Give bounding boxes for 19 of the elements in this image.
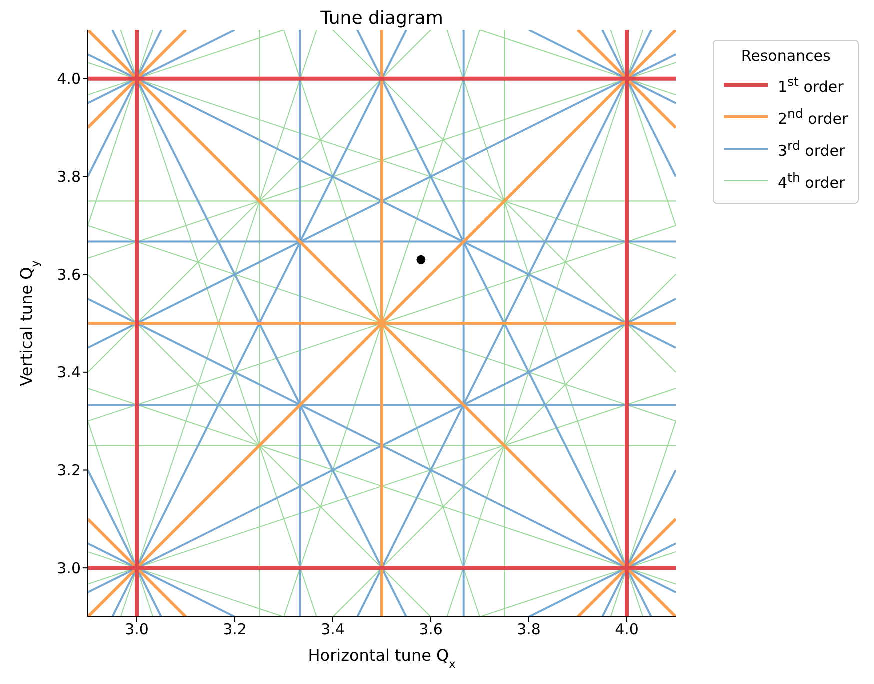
x-tick-label: 3.2 (223, 620, 247, 639)
x-tick-label: 3.4 (321, 620, 345, 639)
legend-label: 2$^{nd}$ order (778, 106, 848, 128)
x-tick-label: 3.0 (125, 620, 149, 639)
y-tick-label: 4.0 (57, 70, 81, 88)
x-tick-label: 3.8 (517, 620, 541, 639)
legend-label: 3$^{rd}$ order (778, 138, 846, 160)
y-tick-label: 3.6 (57, 266, 81, 284)
x-axis-title: Horizontal tune Q$_{x}$ (308, 646, 456, 670)
x-tick-label: 4.0 (615, 620, 639, 639)
y-tick-label: 3.8 (57, 168, 81, 186)
y-tick-label: 3.2 (57, 462, 81, 480)
y-tick-label: 3.4 (57, 364, 81, 382)
chart-title: Tune diagram (320, 8, 444, 29)
legend-label: 4$^{th}$ order (778, 170, 846, 192)
legend-label: 1$^{st}$ order (778, 74, 844, 96)
x-tick-label: 3.6 (419, 620, 443, 639)
legend-title: Resonances (740, 47, 832, 65)
y-tick-label: 3.0 (57, 559, 81, 578)
